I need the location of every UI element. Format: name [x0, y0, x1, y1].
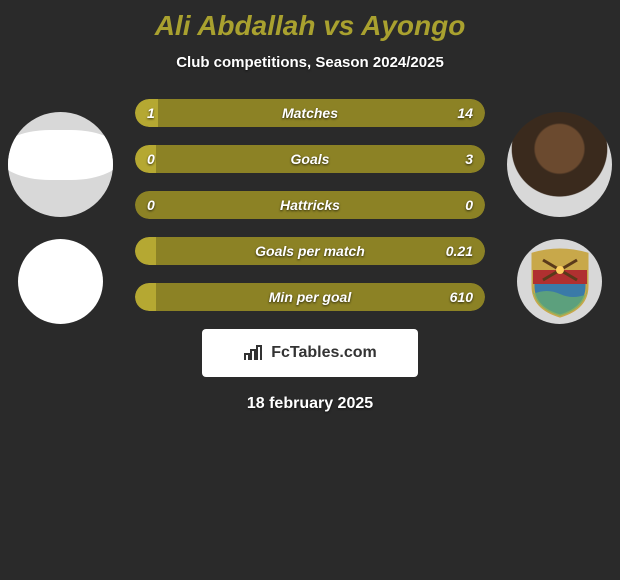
bar-row: Goals0 3	[135, 145, 485, 173]
player-left-avatar	[8, 112, 113, 217]
club-shield-icon	[529, 246, 591, 318]
bar-value-right: 0.21	[446, 237, 473, 265]
player-right-avatar	[507, 112, 612, 217]
bar-row: Hattricks0 0	[135, 191, 485, 219]
player-right-column	[507, 112, 612, 324]
player-left-column	[8, 112, 113, 324]
subtitle: Club competitions, Season 2024/2025	[0, 54, 620, 71]
bar-row: Matches1 14	[135, 99, 485, 127]
bar-label: Goals per match	[135, 237, 485, 265]
player-left-crest	[18, 239, 103, 324]
bar-value-left: 0	[147, 191, 155, 219]
comparison-bars: Matches114Goals03Hattricks00Goals per ma…	[135, 99, 485, 311]
bar-label: Hattricks	[135, 191, 485, 219]
bar-label: Goals	[135, 145, 485, 173]
generation-date: 18 february 2025	[0, 395, 620, 413]
bar-value-right: 3	[465, 145, 473, 173]
bar-row: Min per goal610	[135, 283, 485, 311]
page-title: Ali Abdallah vs Ayongo	[0, 0, 620, 42]
bar-value-right: 610	[450, 283, 473, 311]
site-logo: FcTables.com	[202, 329, 418, 377]
bar-value-left: 0	[147, 145, 155, 173]
bar-row: Goals per match0.21	[135, 237, 485, 265]
bar-label: Min per goal	[135, 283, 485, 311]
bar-value-left: 1	[147, 99, 155, 127]
bar-value-right: 0	[465, 191, 473, 219]
player-right-crest	[517, 239, 602, 324]
bar-label: Matches	[135, 99, 485, 127]
site-logo-text: FcTables.com	[271, 344, 377, 362]
bar-value-right: 14	[457, 99, 473, 127]
